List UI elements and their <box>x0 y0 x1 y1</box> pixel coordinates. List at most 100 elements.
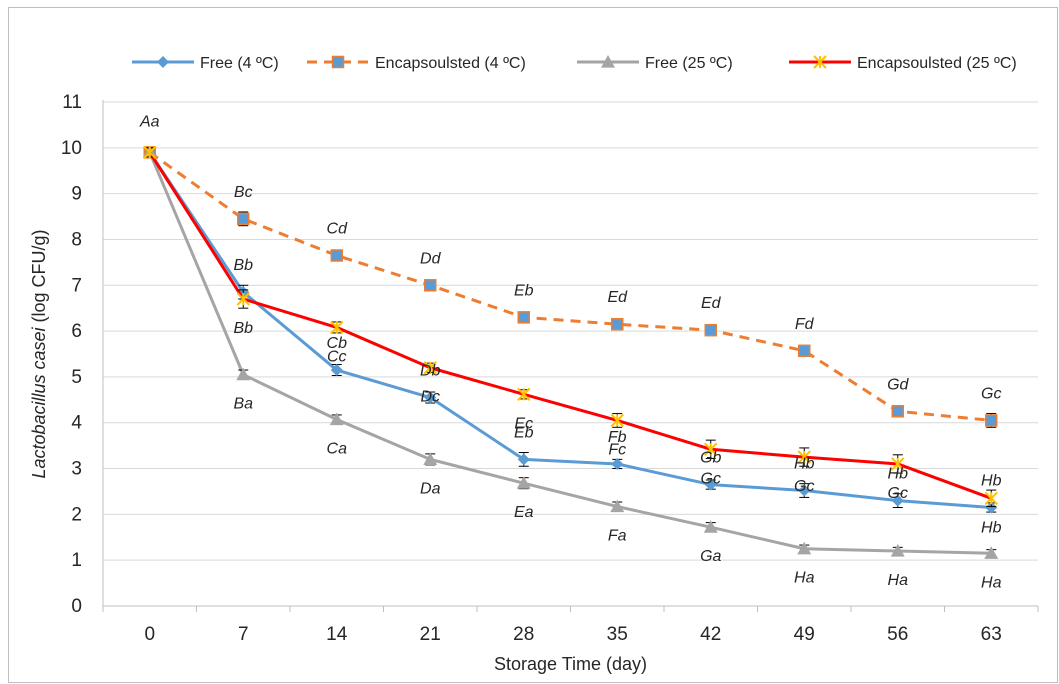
data-label: Ba <box>233 396 253 413</box>
legend-label: Free (4 ºC) <box>200 55 279 72</box>
data-label: Cb <box>327 335 348 352</box>
annotation-layer: Bb Cb Db Eb Fb Gb Hb Hb Hb Bc Cd Dd Eb Ed Ed Fd Gd Gc Ba Ca… <box>139 113 1002 591</box>
data-label: Da <box>420 480 441 497</box>
data-label: Bc <box>234 184 253 201</box>
series-line <box>148 151 992 509</box>
marker-square <box>424 279 437 292</box>
marker-diamond <box>157 56 169 68</box>
legend-item-2: Free (25 ºC) <box>577 55 733 72</box>
marker-triangle <box>797 541 812 555</box>
data-label: Ca <box>327 441 348 458</box>
legend: Free (4 ºC) Encapsoulsted (4 ºC) Free (25 … <box>132 55 1017 72</box>
gridlines <box>103 101 1038 561</box>
y-tick-label: 2 <box>71 504 82 525</box>
data-label: Bb <box>233 320 253 337</box>
data-label: Ha <box>794 570 815 587</box>
marker-diamond <box>704 478 717 491</box>
data-label: Gb <box>700 450 721 467</box>
data-label: Dd <box>420 250 442 267</box>
x-axis-title: Storage Time (day) <box>494 654 647 674</box>
marker-triangle <box>236 367 251 381</box>
marker-triangle <box>703 520 718 533</box>
chart-frame <box>8 7 1058 683</box>
data-label: Ed <box>607 289 628 306</box>
series-layer <box>142 145 999 559</box>
data-label: Fa <box>608 528 627 545</box>
data-label: Bb <box>233 257 253 274</box>
marker-triangle <box>601 55 615 68</box>
data-label: Gc <box>888 485 908 502</box>
x-tick-label: 56 <box>887 624 908 645</box>
legend-item-0: Free (4 ºC) <box>132 55 279 72</box>
x-tick-label: 14 <box>326 624 348 645</box>
data-label: Fc <box>608 441 626 458</box>
data-label: Gd <box>887 376 909 393</box>
legend-label: Encapsoulsted (4 ºC) <box>375 55 526 72</box>
marker-square <box>237 212 250 226</box>
y-tick-label: 8 <box>71 229 82 250</box>
data-label: Hb <box>981 472 1002 489</box>
data-label: Ha <box>981 574 1002 591</box>
x-tick-label: 49 <box>794 624 815 645</box>
data-label: Cc <box>327 348 347 365</box>
series-line <box>148 151 992 422</box>
data-label: Dc <box>420 389 440 406</box>
legend-item-3: Encapsoulsted (25 ºC) <box>789 55 1017 72</box>
x-tick-label: 35 <box>607 624 628 645</box>
y-tick-label: 6 <box>71 321 82 342</box>
data-label: Db <box>420 363 441 380</box>
data-label: Eb <box>514 282 534 299</box>
marker-square <box>985 414 998 427</box>
data-label: Ha <box>888 572 909 589</box>
marker-square <box>891 405 904 418</box>
x-tick-label: 28 <box>513 624 534 645</box>
marker-square <box>330 249 343 262</box>
y-axis-title: Lactobacillus casei (log CFU/g) <box>29 229 49 478</box>
marker-triangle <box>890 544 905 557</box>
marker-diamond <box>517 453 530 466</box>
y-tick-label: 11 <box>62 92 82 113</box>
marker-diamond <box>798 484 811 497</box>
marker-diamond <box>891 494 904 507</box>
legend-label: Encapsoulsted (25 ºC) <box>857 55 1017 72</box>
marker-triangle <box>329 412 344 426</box>
x-tick-label: 21 <box>420 624 441 645</box>
marker-triangle <box>610 499 625 513</box>
data-label: Fb <box>608 429 627 446</box>
marker-square <box>331 55 345 69</box>
data-label: Gc <box>701 470 721 487</box>
marker-triangle <box>984 546 999 559</box>
data-label: Hb <box>794 456 815 473</box>
marker-diamond <box>985 501 998 514</box>
y-tick-label: 5 <box>71 367 82 388</box>
y-tick-label: 4 <box>71 413 82 434</box>
y-tick-label: 9 <box>71 184 82 205</box>
marker-diamond <box>424 391 437 404</box>
data-label: Gc <box>981 385 1001 402</box>
x-tick-label: 42 <box>700 624 721 645</box>
data-label: Ec <box>514 415 533 432</box>
y-tick-label: 3 <box>71 459 82 480</box>
data-label: Ga <box>700 548 721 565</box>
x-tick-label: 0 <box>144 624 155 645</box>
legend-item-1: Encapsoulsted (4 ºC) <box>307 55 526 72</box>
marker-square <box>704 323 717 337</box>
x-tick-label: 7 <box>238 624 249 645</box>
series-1 <box>143 146 998 428</box>
data-label: Hb <box>888 466 909 483</box>
marker-square <box>517 311 530 324</box>
y-tick-label: 0 <box>71 596 82 617</box>
marker-square <box>798 344 811 358</box>
data-label: Fd <box>795 316 815 333</box>
series-3 <box>143 145 998 508</box>
marker-triangle <box>423 452 438 465</box>
marker-square <box>611 317 624 331</box>
data-label: Ea <box>514 504 534 521</box>
y-axis-title-unit: (log CFU/g) <box>29 229 49 327</box>
data-label: Cd <box>327 220 349 237</box>
series-2 <box>142 145 999 559</box>
marker-diamond <box>330 364 343 377</box>
data-label: Aa <box>139 113 160 130</box>
